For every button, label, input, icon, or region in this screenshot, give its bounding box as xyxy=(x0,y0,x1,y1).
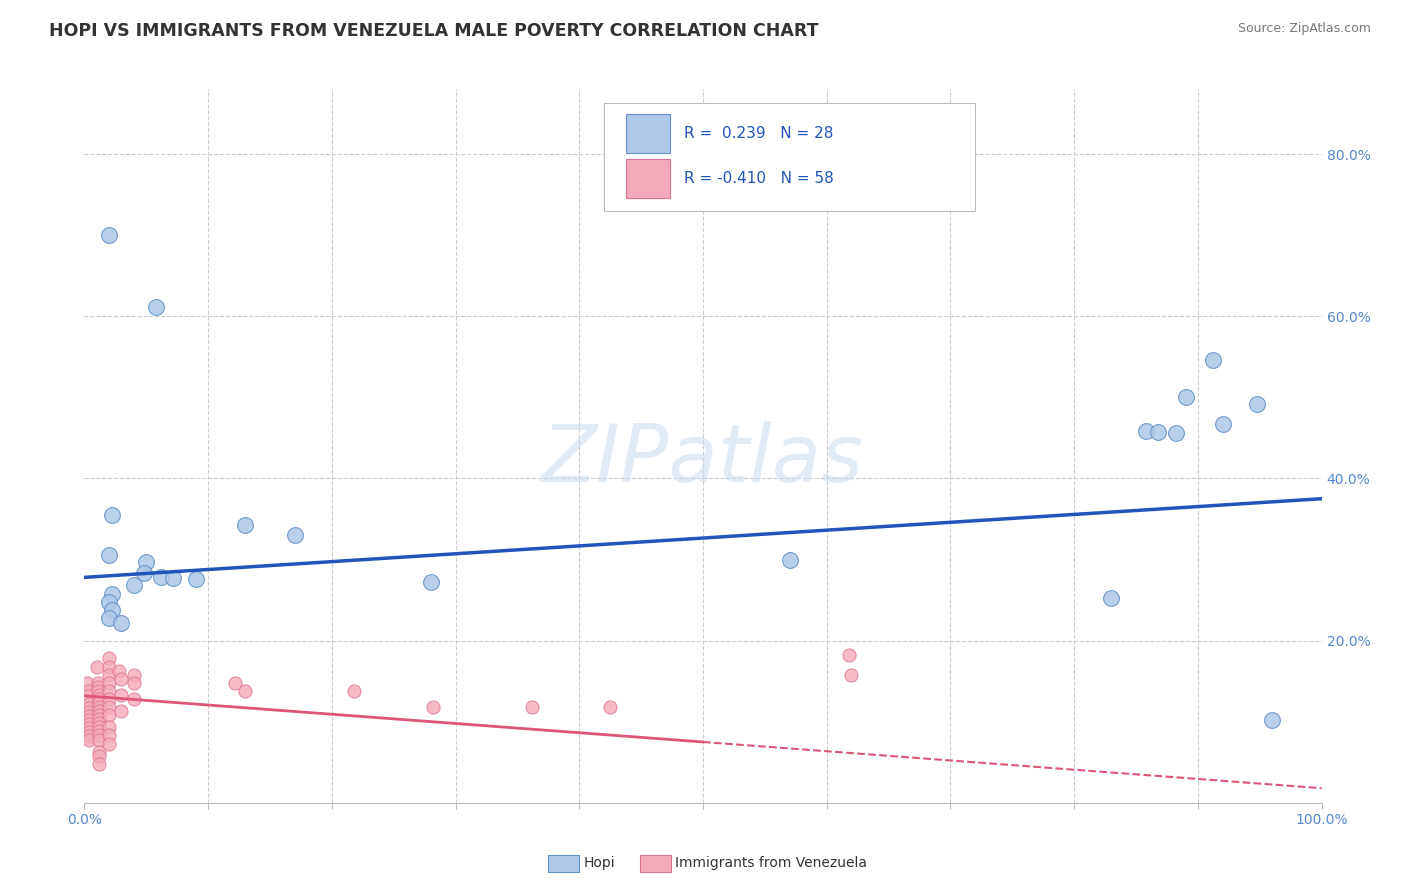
Point xyxy=(89,720,111,734)
Text: R =  0.239   N = 28: R = 0.239 N = 28 xyxy=(685,126,834,141)
Point xyxy=(98,729,121,743)
Point xyxy=(98,595,121,609)
Point xyxy=(79,725,101,739)
Point xyxy=(779,552,801,566)
Point xyxy=(98,692,121,706)
Point xyxy=(110,704,132,718)
Point xyxy=(1202,353,1225,368)
Point xyxy=(1246,397,1268,411)
Point xyxy=(98,708,121,723)
Point xyxy=(224,675,246,690)
Point xyxy=(89,700,111,714)
Point xyxy=(122,667,145,681)
Point xyxy=(122,692,145,706)
Point xyxy=(98,675,121,690)
Point xyxy=(98,228,121,243)
Point xyxy=(89,708,111,723)
Point xyxy=(89,712,111,726)
Point xyxy=(98,651,121,665)
Point xyxy=(89,688,111,702)
Point xyxy=(89,716,111,731)
Text: HOPI VS IMMIGRANTS FROM VENEZUELA MALE POVERTY CORRELATION CHART: HOPI VS IMMIGRANTS FROM VENEZUELA MALE P… xyxy=(49,22,818,40)
Point xyxy=(422,700,444,714)
Point xyxy=(522,700,544,714)
Point xyxy=(98,720,121,734)
Bar xyxy=(626,114,669,153)
Point xyxy=(79,717,101,731)
Point xyxy=(89,745,111,759)
Point xyxy=(162,571,184,585)
Point xyxy=(599,700,621,714)
Point xyxy=(89,724,111,739)
Point xyxy=(132,566,155,581)
Point xyxy=(89,704,111,718)
Point xyxy=(86,659,108,673)
Point xyxy=(184,572,207,586)
Point xyxy=(89,692,111,706)
Point xyxy=(98,684,121,698)
Point xyxy=(100,586,122,600)
Point xyxy=(1261,713,1284,727)
Point xyxy=(1212,417,1234,431)
Point xyxy=(110,615,132,630)
Point xyxy=(77,689,100,703)
Point xyxy=(79,709,101,723)
Point xyxy=(419,575,441,590)
Point xyxy=(122,675,145,690)
Point xyxy=(838,648,860,663)
Point xyxy=(98,737,121,751)
Point xyxy=(89,729,111,743)
Point xyxy=(110,688,132,702)
Point xyxy=(1135,425,1157,439)
Point xyxy=(150,570,173,584)
Point xyxy=(77,684,100,698)
Point xyxy=(98,611,121,625)
Point xyxy=(79,729,101,743)
Point xyxy=(87,680,110,694)
Point xyxy=(79,721,101,735)
Point xyxy=(841,667,863,681)
Point xyxy=(87,675,110,690)
Point xyxy=(100,603,122,617)
Text: Immigrants from Venezuela: Immigrants from Venezuela xyxy=(675,856,868,871)
Point xyxy=(89,748,111,763)
Point xyxy=(1164,425,1187,440)
Text: Source: ZipAtlas.com: Source: ZipAtlas.com xyxy=(1237,22,1371,36)
Bar xyxy=(605,103,976,211)
Point xyxy=(284,528,307,542)
Point xyxy=(108,664,131,678)
Point xyxy=(79,697,101,711)
Point xyxy=(110,672,132,686)
Point xyxy=(233,684,256,698)
Point xyxy=(1099,591,1122,606)
Point xyxy=(89,732,111,747)
Point xyxy=(87,684,110,698)
Text: R = -0.410   N = 58: R = -0.410 N = 58 xyxy=(685,171,834,186)
Point xyxy=(343,684,366,698)
Point xyxy=(98,667,121,681)
Point xyxy=(98,659,121,673)
Point xyxy=(145,300,167,314)
Point xyxy=(79,705,101,719)
Point xyxy=(100,508,122,522)
Point xyxy=(76,675,98,690)
Point xyxy=(1147,425,1170,440)
Text: ZIPatlas: ZIPatlas xyxy=(541,421,865,500)
Point xyxy=(1174,390,1197,404)
Bar xyxy=(626,159,669,198)
Text: Hopi: Hopi xyxy=(583,856,614,871)
Point xyxy=(89,756,111,771)
Point xyxy=(89,696,111,710)
Point xyxy=(122,578,145,592)
Point xyxy=(233,518,256,533)
Point xyxy=(98,549,121,563)
Point xyxy=(79,713,101,727)
Point xyxy=(135,555,157,569)
Point xyxy=(79,733,101,747)
Point xyxy=(79,701,101,715)
Point xyxy=(98,700,121,714)
